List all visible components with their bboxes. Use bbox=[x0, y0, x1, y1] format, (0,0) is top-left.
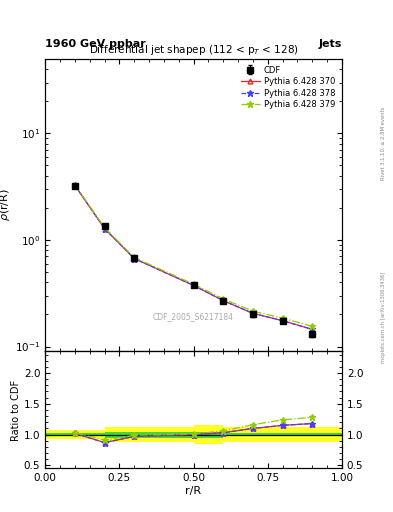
Y-axis label: Ratio to CDF: Ratio to CDF bbox=[11, 379, 21, 440]
Text: Jets: Jets bbox=[319, 38, 342, 49]
Pythia 6.428 378 bbox=[280, 317, 285, 324]
Pythia 6.428 379 bbox=[280, 315, 285, 321]
Pythia 6.428 379 bbox=[73, 182, 77, 188]
Pythia 6.428 378 bbox=[191, 282, 196, 288]
Text: CDF_2005_S6217184: CDF_2005_S6217184 bbox=[153, 312, 234, 321]
Pythia 6.428 370 bbox=[280, 317, 285, 324]
Pythia 6.428 370 bbox=[102, 225, 107, 231]
Pythia 6.428 379 bbox=[132, 254, 137, 261]
Pythia 6.428 379 bbox=[221, 296, 226, 302]
Pythia 6.428 378 bbox=[102, 225, 107, 231]
Pythia 6.428 379 bbox=[310, 323, 315, 329]
Legend: CDF, Pythia 6.428 370, Pythia 6.428 378, Pythia 6.428 379: CDF, Pythia 6.428 370, Pythia 6.428 378,… bbox=[239, 63, 338, 112]
Pythia 6.428 379 bbox=[251, 308, 255, 314]
Text: mcplots.cern.ch [arXiv:1306.3436]: mcplots.cern.ch [arXiv:1306.3436] bbox=[381, 272, 386, 363]
Pythia 6.428 379 bbox=[102, 224, 107, 230]
Pythia 6.428 378 bbox=[310, 326, 315, 332]
Pythia 6.428 379 bbox=[191, 281, 196, 287]
Text: Rivet 3.1.10, ≥ 2.8M events: Rivet 3.1.10, ≥ 2.8M events bbox=[381, 106, 386, 180]
Pythia 6.428 370 bbox=[191, 282, 196, 288]
Pythia 6.428 370 bbox=[73, 182, 77, 188]
Pythia 6.428 378 bbox=[73, 182, 77, 188]
Pythia 6.428 370 bbox=[221, 297, 226, 304]
Line: Pythia 6.428 379: Pythia 6.428 379 bbox=[72, 182, 315, 329]
Text: 1960 GeV ppbar: 1960 GeV ppbar bbox=[45, 38, 146, 49]
Pythia 6.428 370 bbox=[251, 310, 255, 316]
Title: Differential jet shapep (112 < p$_T$ < 128): Differential jet shapep (112 < p$_T$ < 1… bbox=[89, 44, 298, 57]
Pythia 6.428 378 bbox=[221, 297, 226, 304]
X-axis label: r/R: r/R bbox=[185, 486, 202, 496]
Pythia 6.428 378 bbox=[132, 255, 137, 262]
Line: Pythia 6.428 378: Pythia 6.428 378 bbox=[72, 182, 315, 332]
Y-axis label: $\rho$(r/R): $\rho$(r/R) bbox=[0, 189, 12, 222]
Pythia 6.428 370 bbox=[310, 326, 315, 332]
Pythia 6.428 370 bbox=[132, 255, 137, 262]
Line: Pythia 6.428 370: Pythia 6.428 370 bbox=[72, 183, 315, 332]
Pythia 6.428 378 bbox=[251, 310, 255, 316]
